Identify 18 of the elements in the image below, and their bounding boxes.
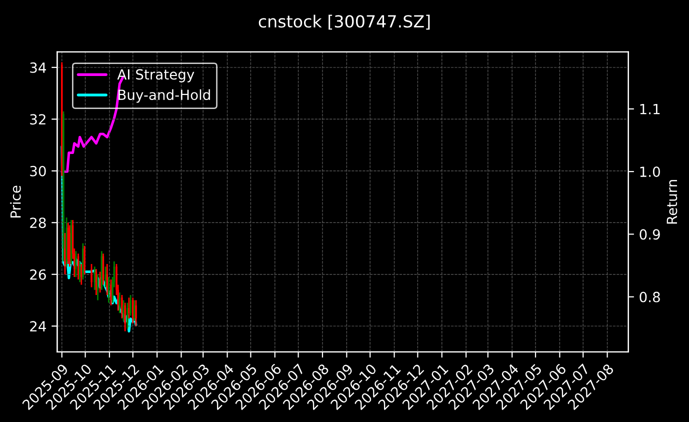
y2-tick-label: 0.8 xyxy=(640,292,660,302)
y-tick-label: 30 xyxy=(30,166,46,176)
y-tick-label: 24 xyxy=(30,321,46,332)
y2-tick-label: 0.9 xyxy=(640,229,660,240)
legend-label: AI Strategy xyxy=(117,69,194,82)
chart-title: cnstock [300747.SZ] xyxy=(258,14,430,30)
candlestick xyxy=(135,300,137,327)
y-tick-label: 26 xyxy=(30,269,46,280)
candlestick xyxy=(77,252,80,280)
y-axis-title: Price xyxy=(10,186,21,218)
candlestick xyxy=(75,250,77,278)
y-tick-label: 32 xyxy=(30,114,46,125)
candlestick xyxy=(90,263,92,288)
y2-tick-label: 1.1 xyxy=(640,104,660,114)
y2-axis-title: Return xyxy=(666,180,678,224)
y-tick-label: 28 xyxy=(30,218,46,228)
y2-tick-label: 1.0 xyxy=(640,166,660,178)
y-tick-label: 34 xyxy=(30,62,46,73)
